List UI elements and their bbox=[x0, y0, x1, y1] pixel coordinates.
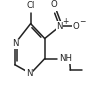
Text: N: N bbox=[12, 39, 18, 48]
Text: +: + bbox=[62, 17, 69, 26]
Text: Cl: Cl bbox=[26, 1, 35, 10]
Text: O: O bbox=[73, 22, 80, 31]
Text: O: O bbox=[50, 0, 57, 9]
Text: N: N bbox=[26, 69, 32, 78]
Text: NH: NH bbox=[59, 54, 72, 63]
Text: N: N bbox=[56, 22, 63, 31]
Text: −: − bbox=[80, 17, 86, 26]
